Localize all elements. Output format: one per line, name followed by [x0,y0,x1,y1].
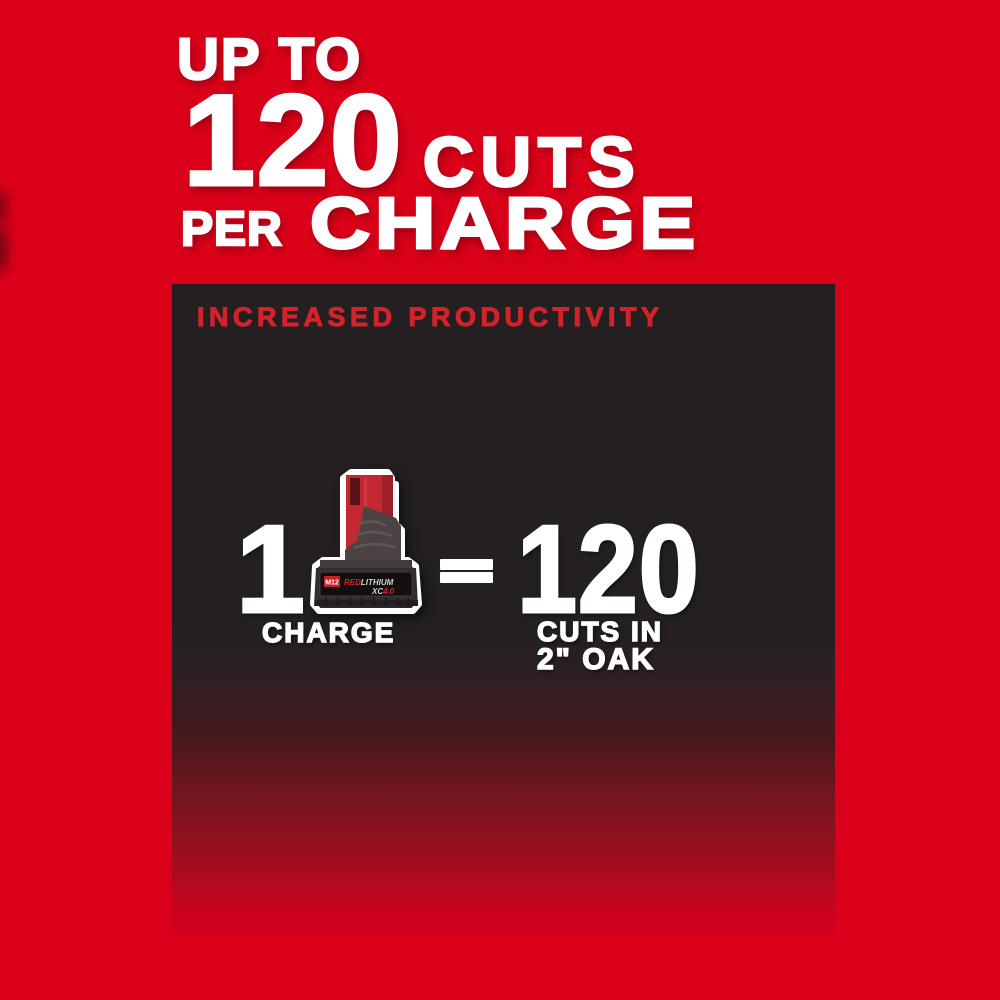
oak-label: 2" OAK [536,643,655,676]
panel-title: INCREASED PRODUCTIVITY [197,302,664,332]
productivity-panel: INCREASED PRODUCTIVITY 1 [172,284,835,936]
battery-bottom-shadow [315,600,418,606]
headline-number: 120 [182,67,404,213]
equals-sign [440,559,493,586]
battery-model-number: 4.0 [382,587,395,596]
equals-bar-bottom [440,572,493,583]
charge-label: CHARGE [261,617,396,648]
battery-series-text: REDLITHIUM [344,578,394,587]
equation-right-number: 120 [516,501,700,639]
battery-vent-ridges [325,598,409,606]
headline-cuts: CUTS [422,123,642,201]
battery-base-lip [320,560,412,569]
edge-smudge [0,226,6,274]
battery-series-red: RED [344,578,361,587]
edge-smudge [0,190,6,224]
battery-label-band [319,571,413,597]
battery-model-text: XC4.0 [371,587,395,596]
battery-model-prefix: XC [371,587,383,596]
headline-up-to: UP TO [176,27,363,92]
headline-per: PER [180,203,283,256]
headline-charge: CHARGE [308,184,700,264]
battery-brand-text: M12 [325,580,339,587]
equals-bar-top [440,559,493,570]
cuts-in-label: CUTS IN [536,616,663,647]
equation-left-number: 1 [235,501,307,639]
battery-terminal-slot [350,478,360,505]
battery-series-rest: LITHIUM [361,578,394,587]
m12-battery-icon: M12 REDLITHIUM XC4.0 [304,464,430,618]
battery-brand-badge [324,576,340,587]
battery-grip-texture [353,520,397,550]
